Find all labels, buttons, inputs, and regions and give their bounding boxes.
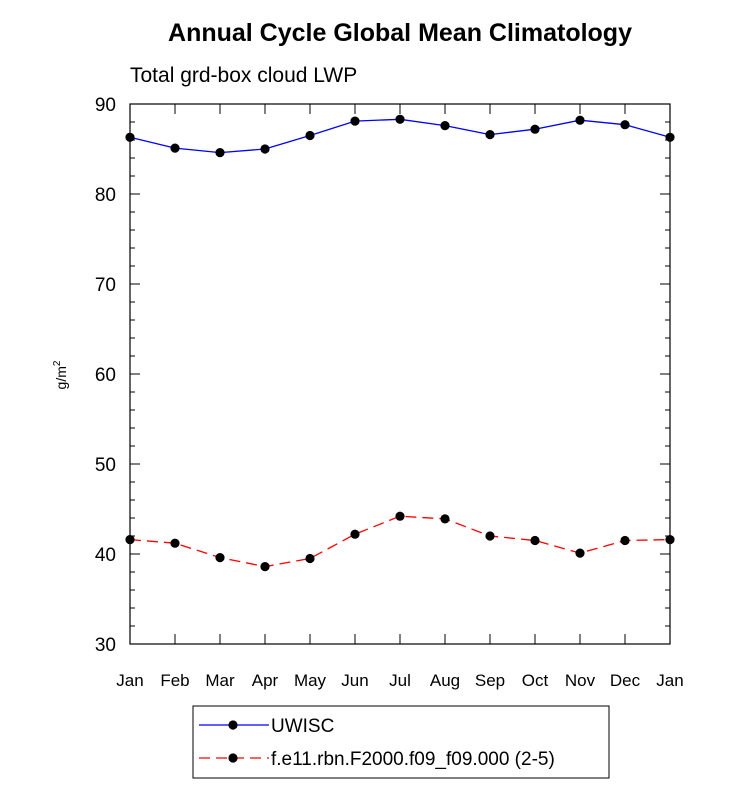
data-point-series-0 bbox=[395, 114, 405, 124]
y-tick-label: 30 bbox=[95, 635, 116, 656]
data-point-series-0 bbox=[260, 144, 270, 154]
data-point-series-1 bbox=[620, 535, 630, 546]
y-axis-label-superscript: 2 bbox=[52, 360, 63, 366]
data-point-series-1 bbox=[350, 529, 360, 539]
legend: UWISC f.e11.rbn.F2000.f09_f09.000 (2-5) bbox=[192, 705, 610, 779]
data-point-series-0 bbox=[620, 120, 630, 130]
y-tick-label: 80 bbox=[95, 185, 116, 206]
legend-box bbox=[192, 705, 610, 779]
legend-label-1: f.e11.rbn.F2000.f09_f09.000 (2-5) bbox=[271, 749, 555, 770]
data-point-series-1 bbox=[260, 562, 270, 572]
data-point-series-0 bbox=[215, 148, 225, 158]
chart-title: Annual Cycle Global Mean Climatology bbox=[168, 19, 632, 47]
chart-subtitle: Total grd-box cloud LWP bbox=[130, 64, 357, 87]
x-tick-label: Oct bbox=[522, 671, 549, 690]
x-tick-label: Jan bbox=[656, 671, 683, 690]
legend-label-0: UWISC bbox=[271, 716, 334, 737]
data-point-series-1 bbox=[395, 511, 405, 521]
series-line-0 bbox=[129, 118, 671, 154]
data-point-series-1 bbox=[215, 553, 225, 563]
y-tick-label: 60 bbox=[95, 365, 116, 386]
data-point-series-1 bbox=[575, 548, 585, 558]
x-tick-label: Aug bbox=[430, 671, 460, 690]
data-point-series-0 bbox=[575, 115, 585, 125]
data-point-series-1 bbox=[170, 538, 180, 548]
data-point-series-0 bbox=[485, 130, 495, 140]
plot-area: 30 40 50 60 70 80 90 Jan Feb Mar Apr May Jun Jul Aug Se… bbox=[95, 95, 684, 690]
x-tick-label: Jun bbox=[341, 671, 368, 690]
x-tick-label: Jan bbox=[116, 671, 143, 690]
y-axis-label: g/m2 bbox=[52, 360, 69, 389]
plot-frame bbox=[129, 103, 671, 645]
data-point-series-0 bbox=[170, 143, 180, 153]
x-tick-label: Dec bbox=[610, 671, 641, 690]
y-tick-label: 90 bbox=[95, 95, 116, 116]
x-tick-label: May bbox=[294, 671, 327, 690]
y-tick-label: 70 bbox=[95, 275, 116, 296]
data-point-series-1 bbox=[440, 514, 450, 524]
x-tick-label: Apr bbox=[252, 671, 279, 690]
data-point-series-1 bbox=[125, 535, 135, 545]
data-point-series-1 bbox=[530, 535, 540, 546]
data-point-series-0 bbox=[305, 130, 315, 141]
x-tick-label: Mar bbox=[205, 671, 235, 690]
data-point-series-1 bbox=[485, 531, 495, 541]
x-tick-label: Feb bbox=[160, 671, 189, 690]
y-axis-label-base: g/m bbox=[53, 366, 69, 389]
y-tick-label: 50 bbox=[95, 455, 116, 476]
x-tick-label: Sep bbox=[475, 671, 505, 690]
x-tick-label: Jul bbox=[389, 671, 411, 690]
data-point-series-0 bbox=[665, 132, 675, 142]
data-point-series-0 bbox=[350, 116, 360, 126]
data-point-series-0 bbox=[440, 121, 450, 131]
data-point-series-0 bbox=[125, 132, 135, 142]
y-tick-label: 40 bbox=[95, 545, 116, 566]
data-point-series-1 bbox=[665, 535, 675, 545]
legend-marker-1 bbox=[228, 753, 238, 763]
series-line-1 bbox=[129, 515, 671, 568]
legend-marker-0 bbox=[228, 720, 238, 730]
x-tick-label: Nov bbox=[565, 671, 596, 690]
data-point-series-1 bbox=[305, 553, 315, 564]
data-point-series-0 bbox=[530, 124, 540, 134]
